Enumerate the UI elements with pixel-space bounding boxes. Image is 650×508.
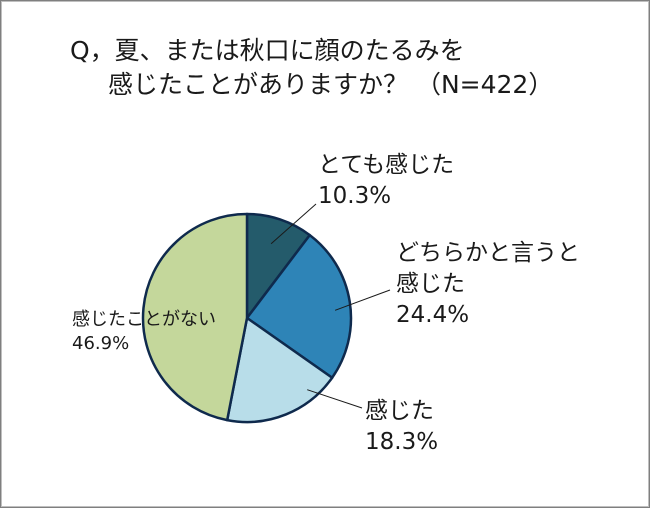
leader-line-kanjita	[307, 389, 363, 409]
leader-line-dochiraka	[334, 289, 391, 311]
slice-name-totemo: とても感じた	[318, 152, 455, 178]
slice-value-nai: 46.9%	[72, 333, 130, 354]
slice-label-kanjita: 感じた 18.3%	[365, 396, 438, 458]
title-line-1: Q，夏、または秋口に顔のたるみを	[70, 36, 465, 65]
slice-name-dochiraka-line2: 感じた	[396, 271, 465, 297]
slice-name-kanjita: 感じた	[365, 398, 434, 424]
slice-label-nai: 感じたことがない 46.9%	[72, 308, 216, 356]
slice-value-dochiraka: 24.4%	[396, 302, 470, 328]
slice-kanjita	[225, 316, 334, 424]
slice-value-kanjita: 18.3%	[365, 429, 439, 455]
slice-name-nai: 感じたことがない	[72, 309, 216, 330]
leader-line-totemo	[270, 203, 317, 245]
slice-dochiraka	[245, 233, 353, 379]
slice-name-dochiraka-line1: どちらかと言うと	[396, 240, 580, 266]
slice-value-totemo: 10.3%	[318, 183, 392, 209]
slice-label-dochiraka: どちらかと言うと 感じた 24.4%	[396, 238, 580, 331]
chart-title: Q，夏、または秋口に顔のたるみを 感じたことがありますか？ （N=422）	[70, 34, 553, 102]
slice-nai	[141, 212, 249, 422]
title-line-2: 感じたことがありますか？ （N=422）	[108, 70, 554, 99]
slice-label-totemo: とても感じた 10.3%	[318, 150, 454, 212]
